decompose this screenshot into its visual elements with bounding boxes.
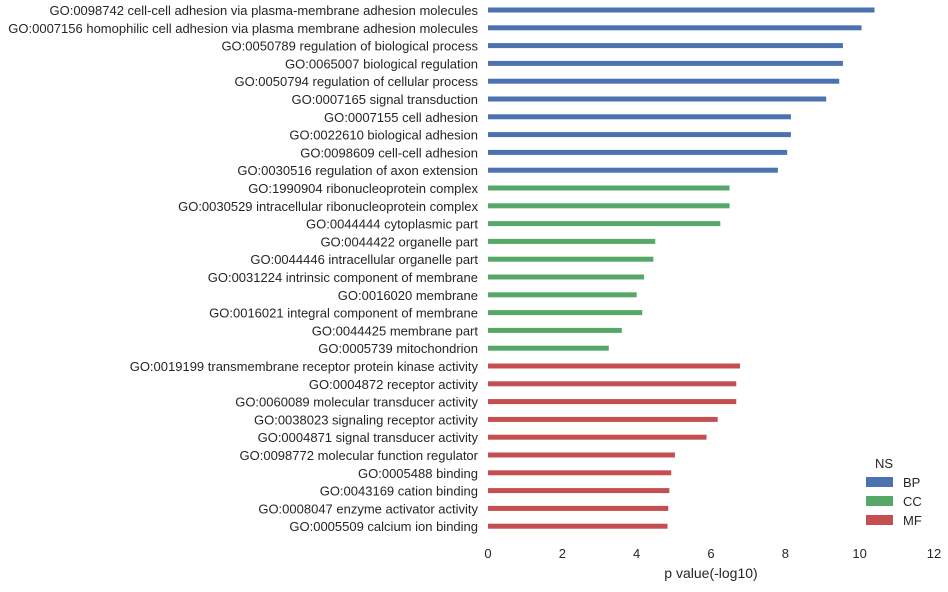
x-tick-label: 0 [484, 546, 491, 561]
bar-cc [488, 327, 622, 333]
category-label: GO:0050789 regulation of biological proc… [221, 39, 478, 54]
category-label: GO:0098609 cell-cell adhesion [300, 145, 478, 160]
bar-bp [488, 96, 827, 102]
bar-cc [488, 256, 654, 262]
bar-bp [488, 25, 862, 31]
bar-cc [488, 221, 721, 227]
category-label: GO:0005488 binding [358, 466, 478, 481]
bar-mf [488, 363, 740, 369]
bar-mf [488, 488, 670, 494]
category-label: GO:1990904 ribonucleoprotein complex [248, 181, 478, 196]
bar-mf [488, 470, 672, 476]
category-label: GO:0008047 enzyme activator activity [258, 501, 478, 516]
category-label: GO:0050794 regulation of cellular proces… [234, 74, 478, 89]
category-label: GO:0007156 homophilic cell adhesion via … [8, 21, 478, 36]
category-label: GO:0031224 intrinsic component of membra… [208, 270, 478, 285]
legend-swatch-cc [866, 496, 893, 506]
bar-cc [488, 203, 730, 209]
category-label: GO:0060089 molecular transducer activity [235, 395, 478, 410]
legend-label-mf: MF [903, 513, 922, 528]
category-label: GO:0004871 signal transducer activity [258, 430, 479, 445]
bar-mf [488, 381, 737, 387]
bar-bp [488, 167, 778, 173]
category-label: GO:0016020 membrane [338, 288, 478, 303]
bar-mf [488, 452, 675, 458]
legend-label-bp: BP [903, 475, 920, 490]
bar-mf [488, 399, 737, 405]
x-tick-label: 8 [782, 546, 789, 561]
category-label: GO:0004872 receptor activity [309, 377, 479, 392]
category-label: GO:0007155 cell adhesion [324, 110, 478, 125]
bar-bp [488, 114, 791, 120]
bars-layer [488, 7, 875, 529]
bar-cc [488, 292, 637, 298]
category-label: GO:0038023 signaling receptor activity [254, 412, 479, 427]
category-label: GO:0007165 signal transduction [292, 92, 478, 107]
bar-cc [488, 238, 656, 244]
category-label: GO:0044444 cytoplasmic part [306, 217, 478, 232]
category-label: GO:0005509 calcium ion binding [289, 519, 478, 534]
category-label: GO:0098742 cell-cell adhesion via plasma… [49, 3, 478, 18]
bar-cc [488, 345, 609, 351]
bar-mf [488, 434, 707, 440]
x-axis-title: p value(-log10) [664, 565, 757, 581]
category-label: GO:0030529 intracellular ribonucleoprote… [178, 199, 478, 214]
x-tick-label: 2 [559, 546, 566, 561]
bar-mf [488, 523, 668, 529]
bar-bp [488, 78, 840, 84]
category-label: GO:0044422 organelle part [320, 234, 478, 249]
x-tick-label: 10 [852, 546, 866, 561]
bar-bp [488, 7, 875, 13]
category-label: GO:0044446 intracellular organelle part [250, 252, 478, 267]
bar-cc [488, 185, 730, 191]
category-label: GO:0098772 molecular function regulator [240, 448, 479, 463]
bar-mf [488, 505, 669, 511]
legend-swatch-bp [866, 477, 893, 487]
category-label: GO:0022610 biological adhesion [289, 128, 478, 143]
legend-title: NS [875, 456, 893, 471]
bar-bp [488, 149, 788, 155]
x-tick-label: 6 [707, 546, 714, 561]
legend: NS BP CC MF [866, 456, 922, 528]
x-tick-label: 12 [927, 546, 941, 561]
category-label: GO:0044425 membrane part [312, 323, 479, 338]
bar-cc [488, 274, 645, 280]
legend-swatch-mf [866, 515, 893, 525]
bar-cc [488, 310, 643, 316]
category-label: GO:0005739 mitochondrion [318, 341, 478, 356]
category-label: GO:0016021 integral component of membran… [209, 306, 478, 321]
category-label: GO:0065007 biological regulation [285, 56, 478, 71]
x-tick-label: 4 [633, 546, 640, 561]
category-label: GO:0019199 transmembrane receptor protei… [130, 359, 479, 374]
bar-mf [488, 416, 718, 422]
category-label: GO:0043169 cation binding [320, 484, 478, 499]
category-labels-layer: GO:0098742 cell-cell adhesion via plasma… [8, 3, 478, 534]
bar-bp [488, 132, 791, 138]
legend-label-cc: CC [903, 494, 922, 509]
bar-bp [488, 60, 843, 66]
category-label: GO:0030516 regulation of axon extension [237, 163, 478, 178]
x-axis-ticks: 0 2 4 6 8 10 12 [484, 546, 941, 561]
bar-bp [488, 43, 843, 49]
